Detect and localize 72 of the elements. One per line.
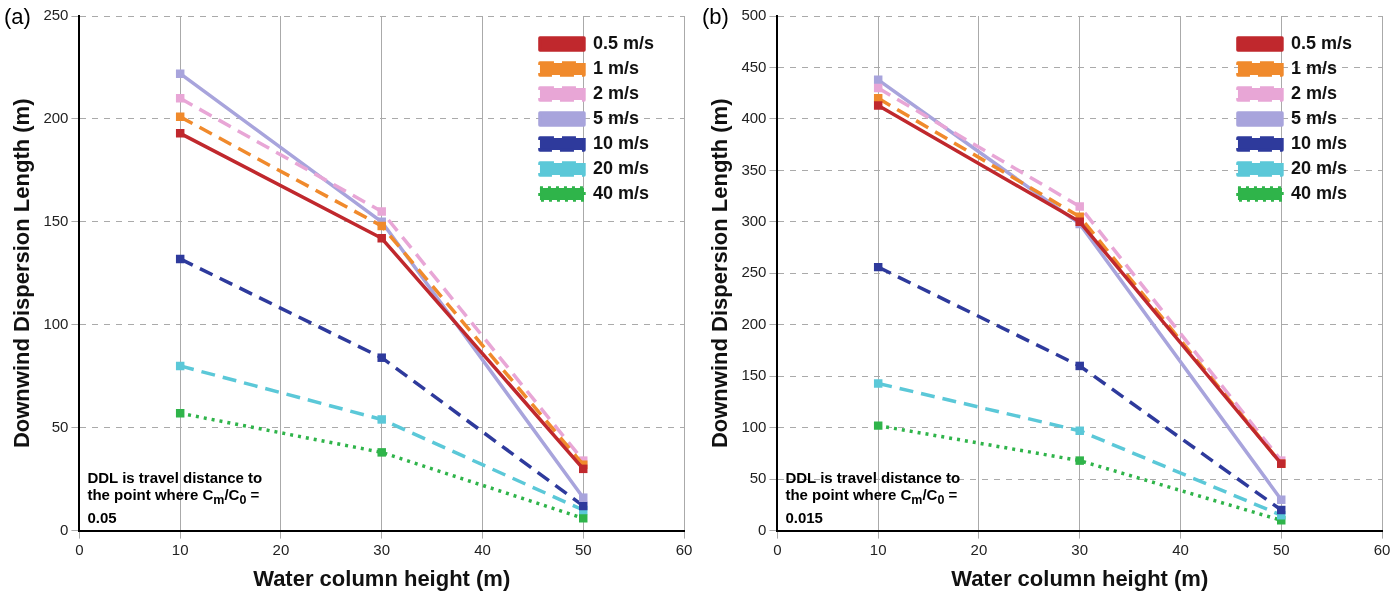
x-tick-label: 50 (574, 540, 592, 558)
legend-label: 10 m/s (1290, 132, 1348, 153)
point (1075, 426, 1084, 436)
point (175, 94, 185, 103)
y-tick-label: 350 (741, 160, 767, 178)
legend-label: 40 m/s (1290, 182, 1348, 203)
y-tick-label: 0 (60, 520, 69, 538)
point (873, 421, 883, 430)
x-tick-label: 30 (373, 540, 391, 558)
legend-label: 1 m/s (592, 57, 639, 78)
point (1075, 202, 1084, 211)
legend-label: 2 m/s (1290, 82, 1337, 103)
point (377, 415, 386, 424)
legend-label: 20 m/s (1290, 157, 1348, 178)
x-tick-label: 0 (75, 540, 84, 558)
point (377, 448, 386, 457)
x-tick-label: 60 (675, 540, 693, 558)
legend-label: 5 m/s (592, 107, 639, 128)
y-tick-label: 300 (741, 211, 767, 229)
y-tick-label: 50 (749, 469, 767, 487)
point (377, 221, 386, 231)
point (175, 69, 185, 78)
point (1075, 456, 1084, 465)
x-tick-label: 10 (869, 540, 887, 558)
y-tick-label: 200 (43, 109, 69, 127)
x-tick-label: 50 (1272, 540, 1290, 558)
point (175, 409, 185, 418)
legend-label: 10 m/s (592, 132, 650, 153)
x-axis-title: Water column height (m) (951, 565, 1209, 591)
legend-label: 1 m/s (1290, 57, 1337, 78)
y-tick-label: 100 (741, 417, 767, 435)
text: DDL is travel distance to the point where C$_{m}$/C$_{0}$ = 0.05 (87, 468, 263, 526)
y-axis-title: Downwind Dispersion Length (m) (9, 98, 35, 449)
x-tick-label: 30 (1071, 540, 1089, 558)
y-tick-label: 250 (741, 263, 767, 281)
legend-label: 0.5 m/s (592, 32, 655, 53)
point (579, 493, 588, 502)
y-tick-label: 0 (758, 520, 767, 538)
x-tick-label: 20 (272, 540, 290, 558)
x-tick-label: 0 (773, 540, 782, 558)
point (873, 101, 883, 110)
y-tick-label: 50 (51, 417, 69, 435)
x-tick-label: 60 (1373, 540, 1391, 558)
y-tick-label: 450 (741, 57, 767, 75)
y-tick-label: 150 (43, 211, 69, 229)
x-axis-title: Water column height (m) (253, 565, 511, 591)
point (377, 207, 386, 216)
legend-label: 2 m/s (592, 82, 639, 103)
x-tick-label: 40 (1172, 540, 1189, 558)
x-tick-label: 20 (970, 540, 988, 558)
x-tick-label: 10 (171, 540, 189, 558)
point (873, 379, 883, 388)
y-tick-label: 200 (741, 314, 767, 332)
point (1276, 495, 1286, 504)
legend-label: 5 m/s (1290, 107, 1337, 128)
y-tick-label: 100 (43, 314, 69, 332)
legend-label: 0.5 m/s (1290, 32, 1353, 53)
point (1075, 361, 1084, 371)
y-tick-label: 150 (741, 366, 767, 384)
y-tick-label: 250 (43, 6, 69, 24)
chart-title: (a) (4, 4, 31, 30)
point (377, 353, 386, 362)
y-tick-label: 500 (741, 6, 767, 24)
legend-label: 20 m/s (592, 157, 650, 178)
chart-title: (b) (702, 4, 729, 30)
point (377, 234, 386, 243)
legend-label: 40 m/s (592, 182, 650, 203)
text: DDL is travel distance to the point where C$_{m}$/C$_{0}$ = 0.015 (785, 468, 961, 526)
point (175, 129, 185, 138)
y-axis-title: Downwind Dispersion Length (m) (707, 98, 733, 449)
x-tick-label: 40 (474, 540, 491, 558)
y-tick-label: 400 (741, 109, 767, 127)
